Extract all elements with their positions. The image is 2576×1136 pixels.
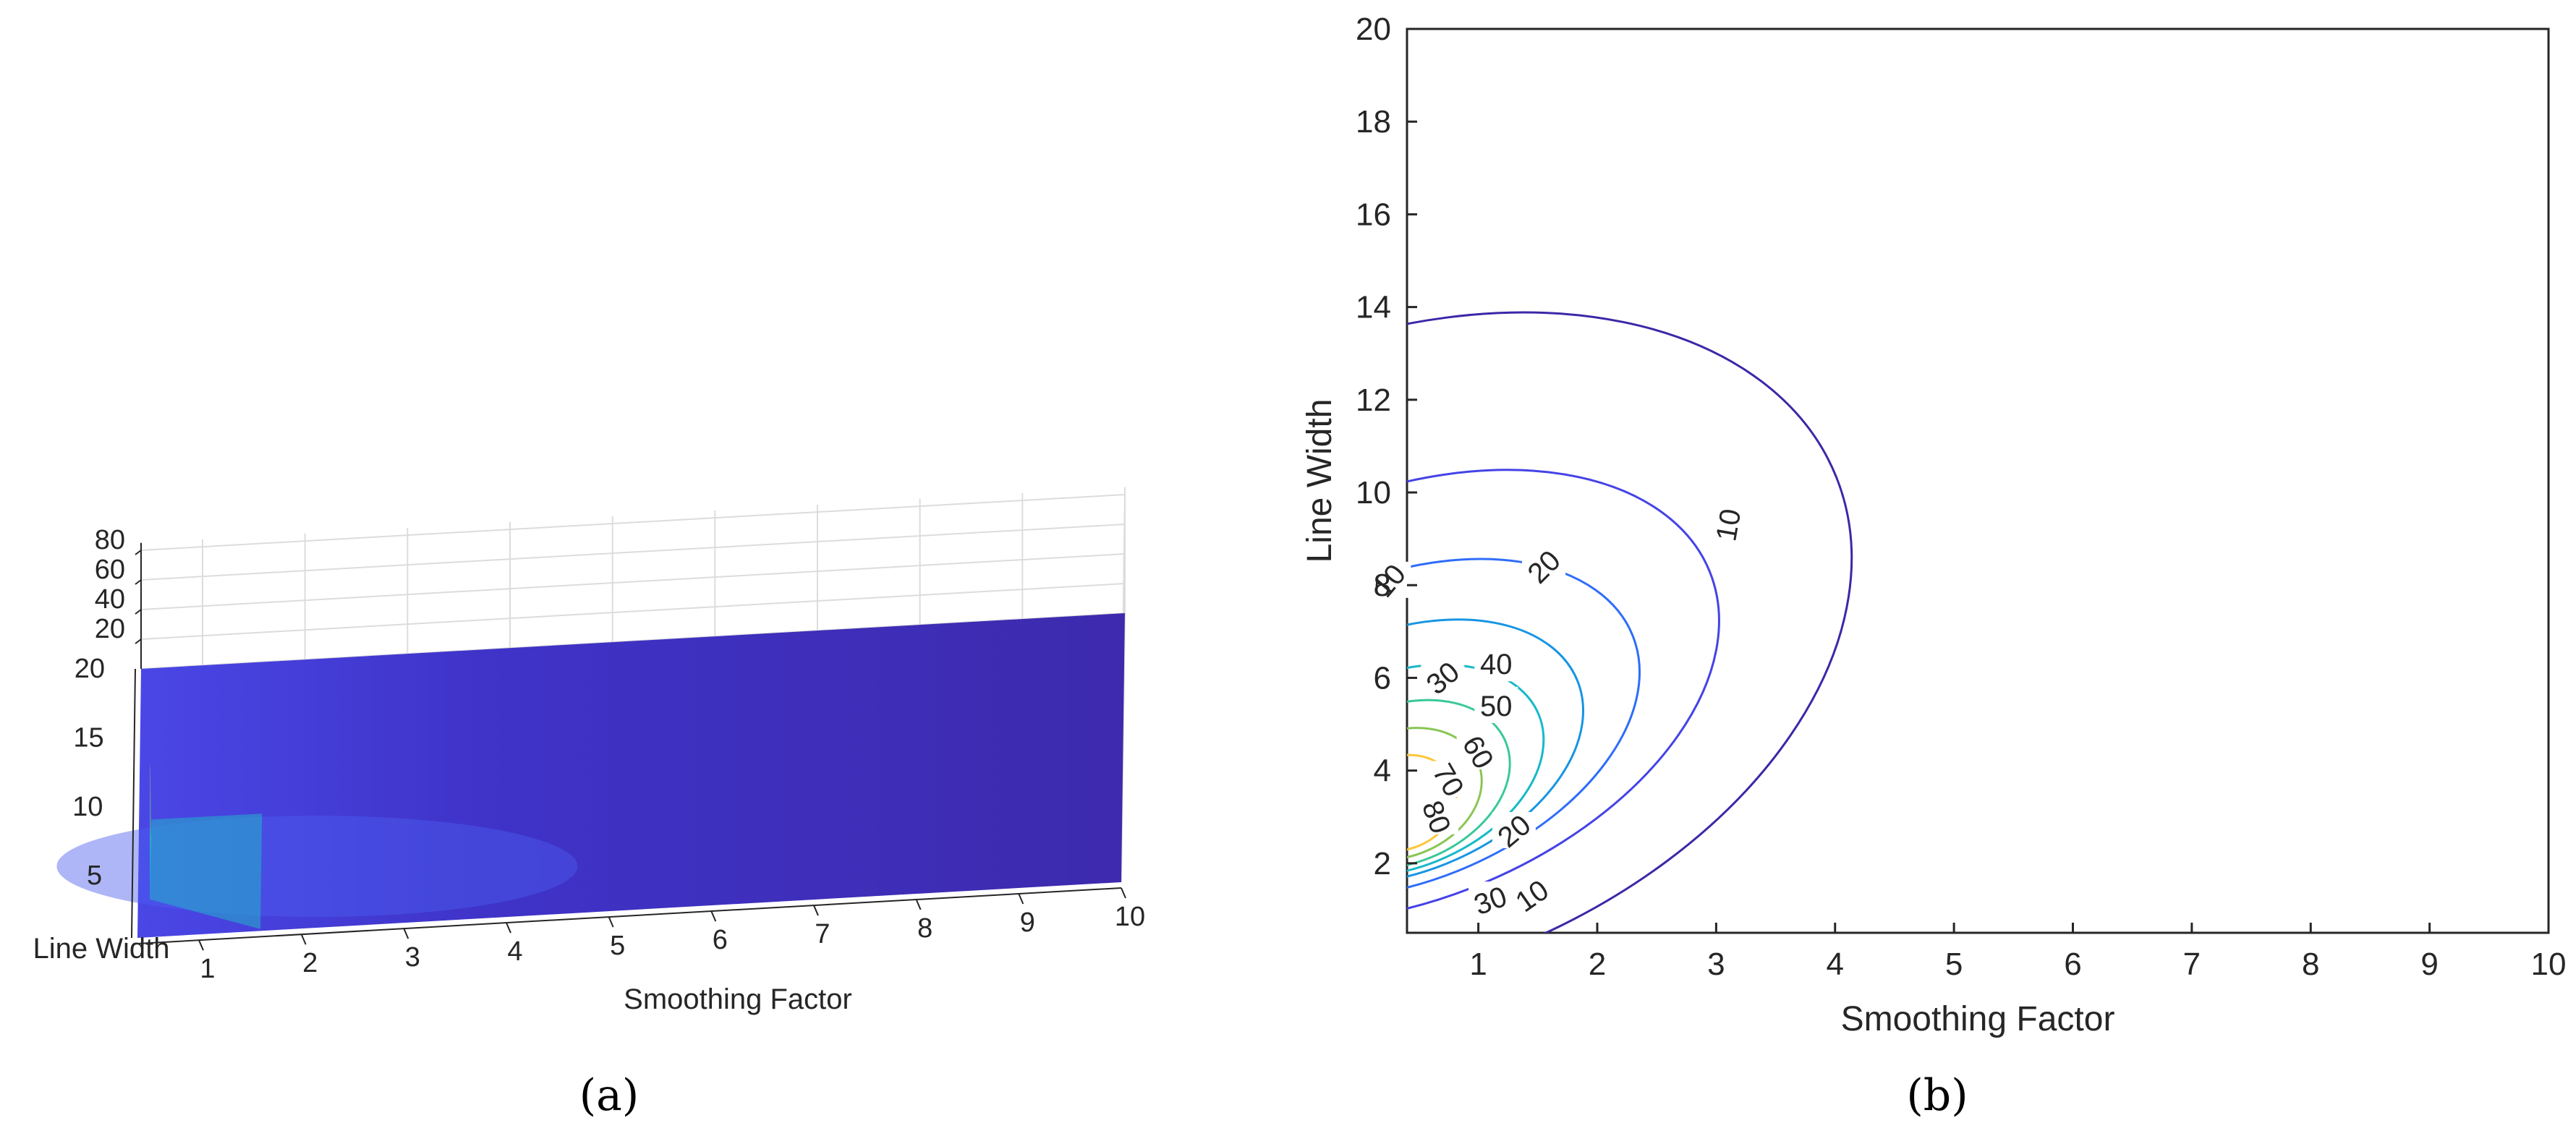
surface-plane [137,613,1125,938]
contour-line-50 [1407,663,1545,878]
contour-label-bg [1706,505,1750,542]
y-tick-label: 14 [1356,290,1391,325]
y-tick-label: 15 [73,722,103,753]
x-tick [1018,893,1024,905]
contour-label-bg [1421,659,1465,696]
x-tick [608,916,614,928]
grid-line [140,583,1126,640]
contour-axes-box [1406,27,2550,934]
contour-x-axis-label: Smoothing Factor [1841,1000,2115,1038]
surface-highlight [56,816,578,918]
contour-label-bg [1367,561,1411,598]
contour-line-30 [1407,558,1641,900]
x-tick-label: 6 [2064,947,2081,982]
x-tick-label: 2 [1589,947,1606,982]
contour-level-label: 50 [1480,691,1513,722]
y-tick-label: 10 [72,792,103,822]
y-tick-label: 10 [1356,475,1391,511]
grid-line [140,524,1126,581]
x-tick-label: 8 [917,913,932,944]
x-tick-label: 2 [302,948,318,978]
z-tick-label: 20 [95,614,125,644]
contour-label-bg [1474,686,1518,723]
caption-b: (b) [1906,1070,1968,1121]
y-tick-label: 5 [87,860,102,891]
y-tick-label: 18 [1356,104,1391,140]
surface-peak-flank [150,764,263,929]
x-tick [813,905,819,916]
contour-label-bg [1468,881,1513,918]
z-tick [135,550,142,555]
contour-label-bg [1415,798,1459,834]
x-tick [710,910,717,922]
x-tick-label: 5 [610,931,625,961]
surface-y-axis-label: Line Width [33,933,170,965]
z-tick [135,639,142,644]
z-tick-label: 80 [95,525,125,555]
contour-level-label: 10 [1710,506,1747,543]
x-tick-label: 1 [1469,947,1487,982]
contour-label-bg [1474,645,1518,682]
contour-level-label: 40 [1480,649,1513,680]
y-tick-label: 12 [1356,383,1391,418]
x-tick [915,899,922,910]
x-tick [506,922,511,934]
x-tick-label: 8 [2302,947,2319,982]
z-tick [135,609,142,615]
y-tick-label: 2 [1374,846,1391,881]
grid-line [140,553,1126,610]
x-tick-label: 4 [507,936,522,967]
surface-x-axis-label: Smoothing Factor [624,983,852,1015]
z-tick-label: 60 [95,555,125,585]
z-tick-label: 40 [95,584,125,615]
x-tick-label: 9 [1020,907,1035,938]
x-tick-label: 9 [2420,947,2438,982]
grid-line [140,494,1126,551]
contour-label-bg [1427,761,1471,798]
contour-line-10 [1407,311,1853,933]
x-tick [198,939,204,951]
contour-label-bg [1510,876,1554,913]
x-tick-label: 6 [713,925,728,955]
x-tick-label: 4 [1827,947,1844,982]
z-tick [135,579,142,585]
x-tick-label: 5 [1945,947,1963,982]
x-tick-label: 3 [1707,947,1725,982]
caption-a: (a) [579,1070,639,1121]
contour-label-bg [1522,547,1566,584]
x-tick-label: 3 [405,942,420,973]
contour-y-axis-label: Line Width [1301,399,1339,563]
contour-line-60 [1407,699,1511,871]
contour-line-40 [1407,618,1584,886]
x-tick-label: 7 [815,919,830,949]
x-tick [1121,887,1126,899]
y-tick-label: 8 [1374,568,1391,603]
surface-mesh [56,613,1125,938]
y-tick-label: 20 [1356,12,1391,47]
contour-label-bg [1492,811,1536,848]
y-tick-label: 6 [1374,660,1391,696]
x-tick-label: 1 [200,954,215,984]
x-tick [300,934,307,945]
x-tick [403,928,409,939]
x-tick-label: 10 [1115,902,1145,932]
y-axis-line [131,668,136,939]
y-tick-label: 16 [1356,197,1391,232]
x-tick-label: 10 [2531,947,2567,982]
x-tick-label: 7 [2183,947,2201,982]
y-tick-label: 4 [1374,753,1391,789]
y-tick-label: 20 [75,654,105,684]
